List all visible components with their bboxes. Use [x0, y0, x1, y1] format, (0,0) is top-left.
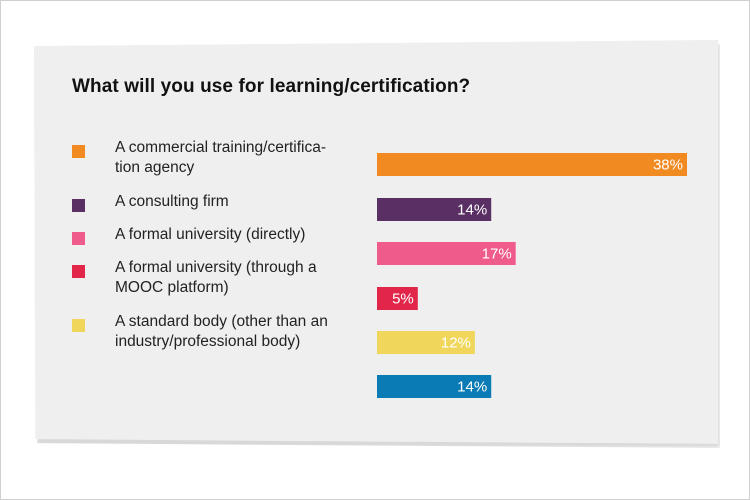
legend-swatch [72, 232, 85, 245]
legend-label-line: industry/professional body) [115, 333, 301, 350]
legend-label: A formal university (directly) [115, 225, 370, 245]
legend-swatch [72, 319, 85, 332]
legend-label-line: A consulting firm [115, 193, 229, 210]
legend-item-standard-body: A standard body (other than an industry/… [72, 312, 370, 352]
legend-item-formal-university-mooc: A formal university (through a MOOC plat… [72, 258, 370, 298]
chart-card [34, 40, 718, 444]
legend-label-line: MOOC platform) [115, 279, 229, 296]
legend-label-line: A commercial training/certifica- [115, 139, 327, 156]
legend-item-formal-university-direct: A formal university (directly) [72, 225, 370, 245]
legend-item-consulting-firm: A consulting firm [72, 192, 370, 212]
legend-label-line: A formal university (directly) [115, 226, 306, 243]
legend-label: A standard body (other than an industry/… [115, 312, 370, 352]
legend-label: A commercial training/certifica- tion ag… [115, 138, 370, 178]
legend-swatch [72, 265, 85, 278]
legend-label-line: A formal university (through a [115, 259, 317, 276]
legend-label-line: tion agency [115, 159, 195, 176]
legend-label: A formal university (through a MOOC plat… [115, 258, 370, 298]
legend-label-line: A standard body (other than an [115, 313, 328, 330]
legend-item-commercial-training: A commercial training/certifica- tion ag… [72, 138, 370, 178]
legend-label: A consulting firm [115, 192, 370, 212]
legend-swatch [72, 145, 85, 158]
legend-swatch [72, 199, 85, 212]
chart-title: What will you use for learning/certifica… [72, 76, 471, 97]
